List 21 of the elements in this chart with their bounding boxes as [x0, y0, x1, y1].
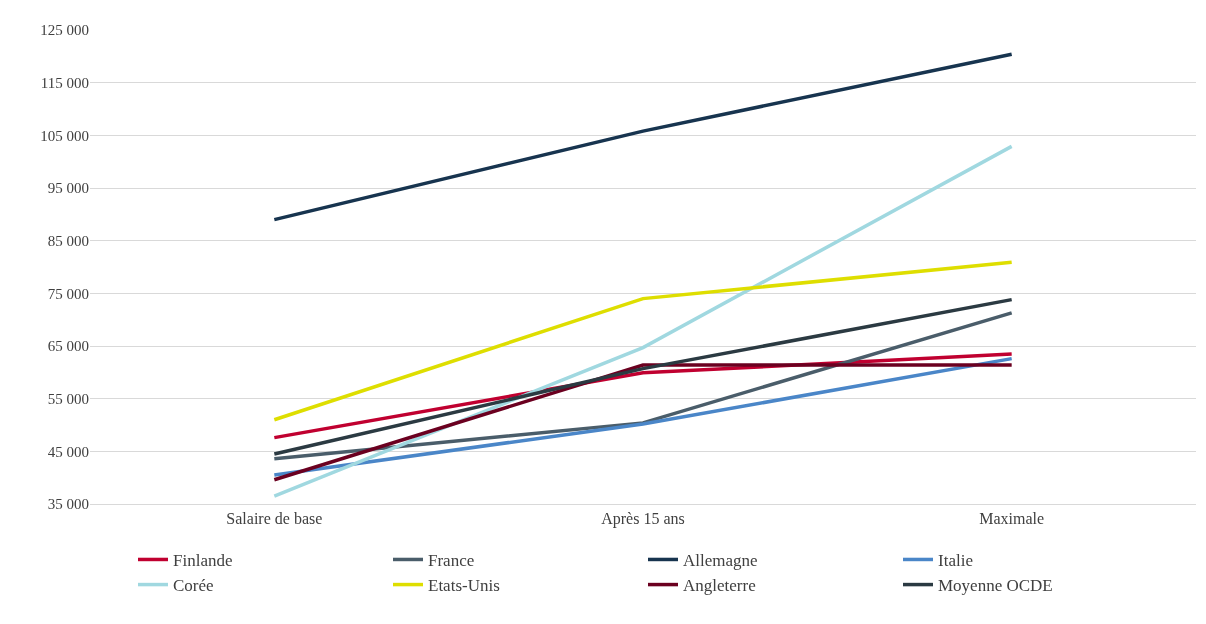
- y-tick-label: 55 000: [47, 390, 89, 407]
- legend-label: Corée: [173, 576, 214, 596]
- y-tick-label: 115 000: [40, 74, 89, 91]
- legend-label: Finlande: [173, 551, 233, 571]
- y-tick-label: 35 000: [47, 496, 89, 513]
- legend-label: Allemagne: [683, 551, 758, 571]
- x-tick-label: Après 15 ans: [601, 510, 685, 529]
- y-tick-label: 95 000: [47, 180, 89, 197]
- y-tick-label: 125 000: [40, 22, 89, 39]
- y-tick-label: 45 000: [47, 443, 89, 460]
- x-tick-label: Maximale: [979, 510, 1045, 528]
- legend-label: Angleterre: [683, 576, 756, 596]
- y-tick-label: 75 000: [47, 285, 89, 302]
- y-tick-label: 65 000: [47, 338, 89, 355]
- x-tick-label: Salaire de base: [226, 510, 323, 528]
- y-tick-label: 105 000: [40, 127, 89, 144]
- legend-label: Italie: [938, 551, 973, 571]
- y-tick-label: 85 000: [47, 232, 89, 249]
- legend-label: Etats-Unis: [428, 576, 500, 596]
- legend-label: Moyenne OCDE: [938, 576, 1053, 596]
- legend-label: France: [428, 551, 475, 571]
